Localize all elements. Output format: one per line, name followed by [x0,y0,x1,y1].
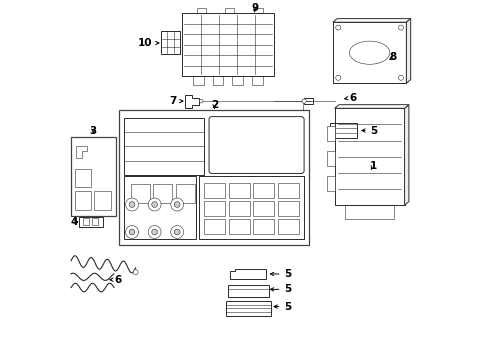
Polygon shape [230,269,266,279]
Bar [74,169,91,187]
Text: 6: 6 [110,275,122,285]
Circle shape [148,198,161,211]
Bar [124,118,204,175]
Text: 1: 1 [369,161,377,171]
Circle shape [125,226,139,238]
Bar [124,176,196,239]
Bar [198,176,304,239]
Text: 5: 5 [274,302,292,312]
Circle shape [129,229,135,235]
Text: 4: 4 [71,217,78,226]
Bar [330,123,357,138]
Bar [213,76,223,85]
Bar [193,76,204,85]
Bar [254,8,263,13]
Text: 8: 8 [389,52,396,62]
Bar [204,183,225,198]
Polygon shape [327,151,335,166]
Bar [253,219,274,234]
Polygon shape [406,19,411,83]
Bar [161,31,180,54]
Bar [253,201,274,216]
Bar [252,76,263,85]
Circle shape [152,229,157,235]
Circle shape [133,270,138,275]
Bar [79,217,102,226]
Circle shape [174,202,180,207]
FancyBboxPatch shape [209,117,304,174]
Bar [95,191,111,211]
Circle shape [336,25,341,30]
Bar [204,201,225,216]
Polygon shape [405,105,409,205]
Circle shape [398,25,403,30]
Polygon shape [327,126,335,140]
Bar [278,201,299,216]
Bar [131,184,149,203]
Text: 7: 7 [169,96,183,106]
Polygon shape [185,95,199,108]
Circle shape [336,75,341,80]
Text: 9: 9 [251,3,259,13]
Bar [253,183,274,198]
Text: 5: 5 [362,126,378,135]
Circle shape [199,99,203,103]
Circle shape [125,198,139,211]
Circle shape [148,226,161,238]
Text: 5: 5 [270,284,292,294]
Circle shape [152,202,157,207]
Polygon shape [76,146,87,158]
Polygon shape [333,19,411,22]
Circle shape [171,226,184,238]
Bar [119,110,309,244]
Bar [304,98,313,104]
Bar [153,184,172,203]
Bar [83,218,89,225]
Circle shape [171,198,184,211]
Bar [335,108,405,205]
Bar [226,301,271,316]
Circle shape [174,229,180,235]
Bar [232,76,243,85]
Text: 2: 2 [211,100,218,110]
Bar [74,191,91,211]
Polygon shape [335,105,409,108]
Circle shape [302,99,306,103]
Bar [333,22,406,83]
Bar [204,219,225,234]
Bar [182,13,274,76]
Text: 3: 3 [90,126,97,135]
Text: 10: 10 [137,38,159,48]
Bar [71,137,116,216]
Bar [278,219,299,234]
Circle shape [129,202,135,207]
Bar [225,8,234,13]
Text: 5: 5 [270,269,292,279]
Bar [228,201,249,216]
Text: 6: 6 [344,93,356,103]
Bar [228,219,249,234]
Bar [228,183,249,198]
Bar [92,218,98,225]
Bar [345,205,394,220]
Bar [176,184,195,203]
Bar [196,8,205,13]
Polygon shape [327,176,335,191]
Bar [278,183,299,198]
Ellipse shape [349,41,390,64]
Bar [228,285,270,297]
Circle shape [398,75,403,80]
